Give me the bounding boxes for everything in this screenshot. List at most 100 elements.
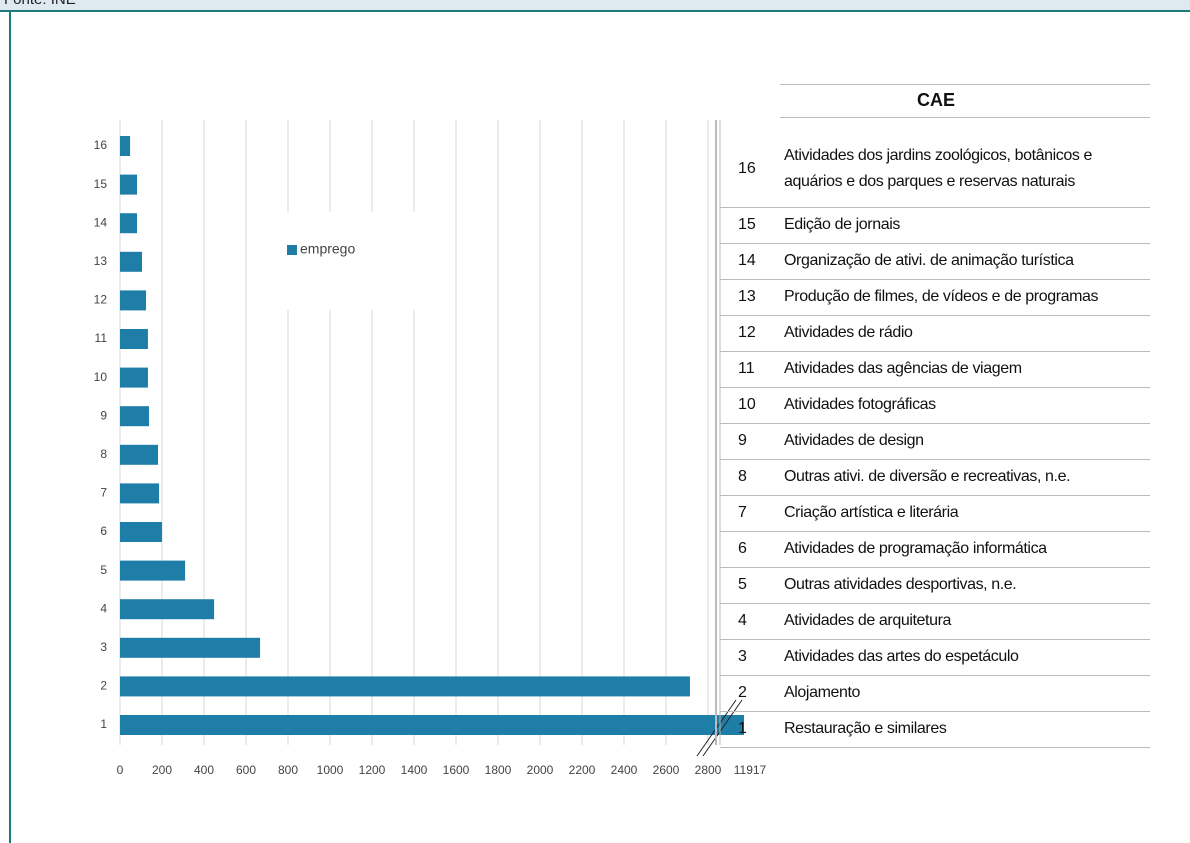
bar	[120, 406, 149, 427]
bar	[120, 329, 148, 349]
y-tick-label: 15	[94, 177, 108, 191]
row-label: Atividades das artes do espetáculo	[784, 648, 1019, 665]
x-tick-label: 2800	[695, 763, 722, 777]
row-label: Atividades dos jardins zoológicos, botân…	[784, 146, 1093, 190]
row-number: 12	[738, 324, 756, 341]
legend-box	[272, 212, 442, 310]
y-tick-label: 12	[94, 293, 108, 307]
row-label: Atividades de arquitetura	[784, 612, 952, 629]
bar	[120, 251, 143, 272]
row-number: 16	[738, 159, 756, 177]
row-label: Atividades de design	[784, 432, 924, 449]
bar	[120, 444, 159, 465]
y-tick-label: 6	[100, 524, 107, 538]
row-label: Outras atividades desportivas, n.e.	[784, 576, 1017, 593]
row-line	[780, 117, 1150, 118]
bar	[120, 560, 186, 581]
y-tick-label: 1	[100, 717, 107, 731]
y-tick-label: 16	[94, 138, 108, 152]
row-line	[720, 387, 1150, 388]
bar	[120, 522, 162, 542]
row-line	[720, 315, 1150, 316]
row-number: 15	[738, 216, 756, 233]
row-line	[720, 459, 1150, 460]
row-label: Atividades das agências de viagem	[784, 360, 1022, 377]
x-tick-label: 2400	[611, 763, 638, 777]
x-tick-label: 2600	[653, 763, 680, 777]
y-tick-label: 3	[100, 640, 107, 654]
x-tick-label: 1000	[317, 763, 344, 777]
row-number: 3	[738, 648, 747, 665]
row-label: Produção de filmes, de vídeos e de progr…	[784, 288, 1099, 305]
y-tick-label: 10	[94, 370, 108, 384]
x-tick-label: 1600	[443, 763, 470, 777]
bar	[120, 715, 744, 735]
row-line	[720, 351, 1150, 352]
y-tick-label: 9	[100, 408, 107, 422]
bar	[120, 174, 138, 195]
row-label: Outras ativi. de diversão e recreativas,…	[784, 468, 1071, 485]
x-tick-label: 1800	[485, 763, 512, 777]
row-number: 7	[738, 504, 747, 521]
y-tick-label: 14	[94, 215, 108, 229]
y-tick-label: 11	[95, 331, 108, 345]
x-tick-label: 800	[278, 763, 298, 777]
row-number: 13	[738, 288, 756, 305]
row-number: 10	[738, 396, 756, 413]
row-number: 8	[738, 468, 747, 485]
legend-swatch	[287, 245, 297, 255]
row-line	[720, 279, 1150, 280]
bar	[120, 599, 215, 620]
y-tick-label: 8	[100, 447, 107, 461]
row-line	[720, 603, 1150, 604]
y-tick-label: 13	[94, 254, 108, 268]
row-line	[720, 531, 1150, 532]
row-label: Restauração e similares	[784, 720, 947, 737]
bar	[120, 213, 138, 234]
row-number: 14	[738, 252, 756, 269]
row-label: Edição de jornais	[784, 216, 900, 233]
row-label: Alojamento	[784, 684, 861, 701]
row-number: 9	[738, 432, 747, 449]
row-label: Atividades de rádio	[784, 324, 913, 341]
bar	[120, 637, 261, 658]
y-tick-label: 2	[100, 679, 107, 693]
row-line	[720, 423, 1150, 424]
frame-border	[9, 10, 11, 843]
bar	[120, 290, 147, 311]
x-tick-label: 400	[194, 763, 214, 777]
row-number: 5	[738, 576, 747, 593]
bar	[120, 676, 690, 697]
row-label: Atividades fotográficas	[784, 396, 936, 413]
x-tick-label: 1200	[359, 763, 386, 777]
row-line	[720, 567, 1150, 568]
row-label: Criação artística e literária	[784, 504, 959, 521]
row-number: 11	[738, 360, 755, 377]
row-line	[720, 675, 1150, 676]
bar	[120, 483, 160, 504]
row-line	[720, 243, 1150, 244]
row-label: Organização de ativi. de animação turíst…	[784, 252, 1074, 269]
source: Fonte: INE	[4, 0, 76, 8]
row-line	[720, 207, 1150, 208]
x-tick-label: 1400	[401, 763, 428, 777]
row-line	[720, 639, 1150, 640]
row-line	[720, 495, 1150, 496]
legend-label: emprego	[300, 241, 355, 257]
y-tick-label: 4	[100, 601, 107, 615]
row-number: 4	[738, 612, 747, 629]
bar	[120, 136, 131, 156]
source-strip: Fonte: INE	[0, 0, 1190, 12]
row-number: 6	[738, 540, 747, 557]
x-tick-label: 2000	[527, 763, 554, 777]
break-mark	[702, 699, 743, 757]
x-tick-label: 600	[236, 763, 256, 777]
row-number: 1	[738, 720, 747, 737]
x-tick-label: 2200	[569, 763, 596, 777]
row-line	[720, 747, 1150, 748]
x-tick-label: 200	[152, 763, 172, 777]
table-title: CAE	[917, 90, 956, 110]
x-tick-label: 11917	[734, 763, 767, 777]
